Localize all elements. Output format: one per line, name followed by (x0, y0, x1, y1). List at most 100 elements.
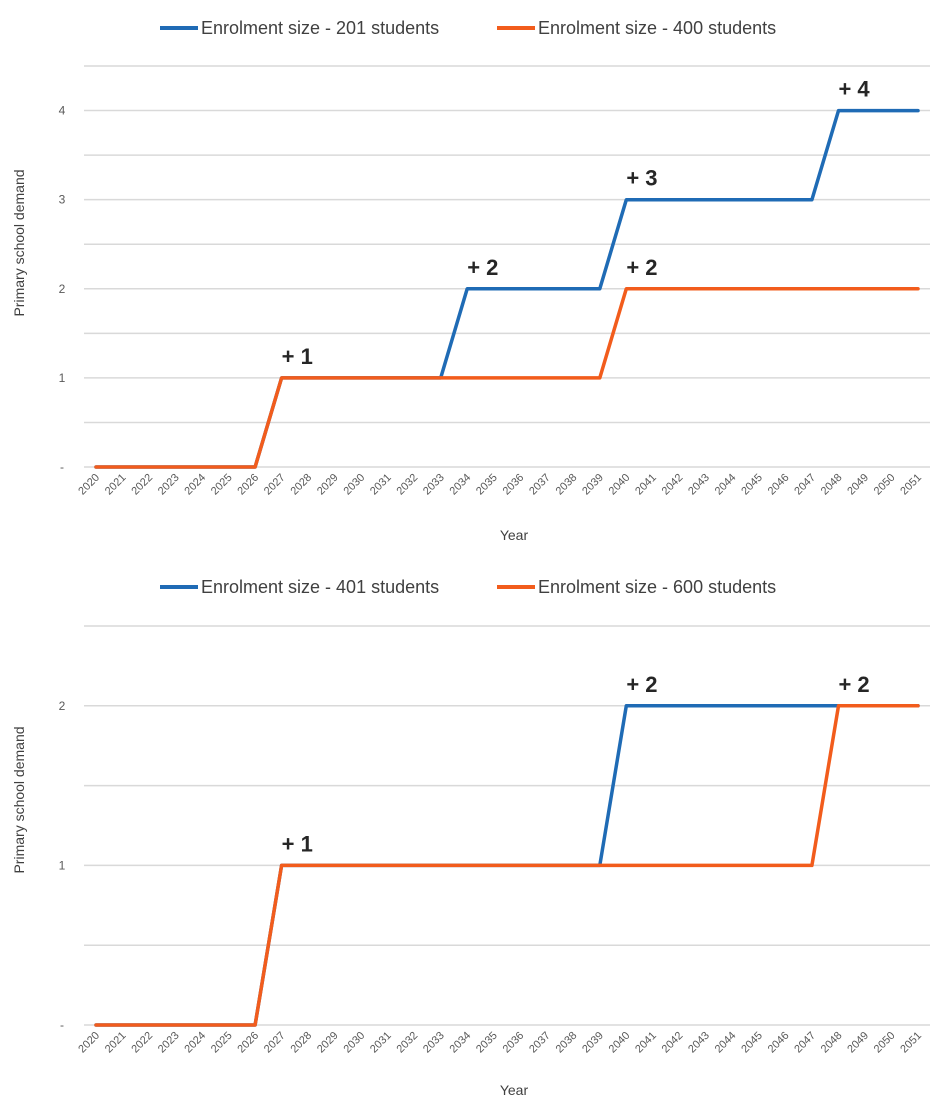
x-tick-label: 2042 (660, 472, 686, 498)
x-tick-label: 2035 (474, 472, 500, 498)
y-axis-title: Primary school demand (11, 726, 27, 873)
x-tick-label: 2034 (448, 1030, 474, 1056)
x-tick-label: 2031 (368, 1030, 394, 1056)
y-axis-ticks: - 1 2 (59, 699, 66, 1032)
x-axis-title: Year (500, 527, 529, 543)
x-tick-label: 2038 (554, 472, 580, 498)
x-tick-label: 2044 (713, 472, 739, 498)
x-tick-label: 2048 (819, 472, 845, 498)
legend: Enrolment size - 401 students Enrolment s… (160, 577, 776, 597)
y-tick-label: 3 (59, 193, 66, 207)
x-tick-label: 2037 (527, 472, 553, 498)
x-tick-label: 2030 (341, 1030, 367, 1056)
legend: Enrolment size - 201 students Enrolment s… (160, 18, 776, 38)
x-tick-label: 2041 (633, 472, 659, 498)
x-tick-label: 2050 (872, 1030, 898, 1056)
x-tick-label: 2032 (395, 472, 421, 498)
x-tick-label: 2051 (898, 1030, 924, 1056)
x-tick-label: 2033 (421, 1030, 447, 1056)
x-tick-label: 2021 (103, 1030, 129, 1056)
x-tick-label: 2036 (501, 472, 527, 498)
x-tick-label: 2030 (341, 472, 367, 498)
x-tick-label: 2039 (580, 472, 606, 498)
x-tick-label: 2029 (315, 472, 341, 498)
annotation-label: + 4 (838, 77, 870, 102)
y-tick-label: - (60, 460, 64, 474)
y-tick-label: 1 (59, 858, 66, 872)
annotation-label: + 1 (282, 831, 313, 856)
y-axis-ticks: - 1 2 3 4 (59, 104, 66, 474)
legend-label: Enrolment size - 400 students (538, 18, 776, 38)
x-tick-label: 2041 (633, 1030, 659, 1056)
x-tick-label: 2046 (766, 1030, 792, 1056)
x-tick-label: 2024 (182, 472, 208, 498)
x-tick-label: 2038 (554, 1030, 580, 1056)
annotation-label: + 2 (838, 672, 869, 697)
x-tick-label: 2040 (607, 472, 633, 498)
x-tick-label: 2032 (395, 1030, 421, 1056)
series-line-2 (94, 704, 920, 1027)
gridlines (84, 625, 930, 1026)
annotation-label: + 2 (626, 255, 657, 280)
y-tick-label: 1 (59, 371, 66, 385)
x-tick-label: 2021 (103, 472, 129, 498)
x-axis-title: Year (500, 1082, 529, 1098)
x-tick-label: 2020 (76, 1030, 102, 1056)
x-tick-label: 2046 (766, 472, 792, 498)
x-axis-ticks: 2020 2021 2022 2023 2024 2025 2026 2027 2028 2029… (76, 1030, 924, 1056)
y-tick-label: 4 (59, 104, 66, 118)
x-tick-label: 2026 (235, 1030, 261, 1056)
x-tick-label: 2047 (792, 1030, 818, 1056)
x-tick-label: 2022 (129, 1030, 155, 1056)
gridlines (84, 65, 930, 468)
x-tick-label: 2031 (368, 472, 394, 498)
y-tick-label: - (60, 1018, 64, 1032)
x-tick-label: 2047 (792, 472, 818, 498)
x-tick-label: 2049 (845, 1030, 871, 1056)
x-tick-label: 2043 (686, 1030, 712, 1056)
x-tick-label: 2020 (76, 472, 102, 498)
x-tick-label: 2027 (262, 1030, 288, 1056)
x-tick-label: 2051 (898, 472, 924, 498)
x-axis-ticks: 2020 2021 2022 2023 2024 2025 2026 2027 2028 2029… (76, 472, 924, 498)
x-tick-label: 2048 (819, 1030, 845, 1056)
x-tick-label: 2039 (580, 1030, 606, 1056)
x-tick-label: 2025 (209, 472, 235, 498)
legend-label: Enrolment size - 401 students (201, 577, 439, 597)
legend-label: Enrolment size - 600 students (538, 577, 776, 597)
x-tick-label: 2025 (209, 1030, 235, 1056)
legend-label: Enrolment size - 201 students (201, 18, 439, 38)
x-tick-label: 2028 (288, 1030, 314, 1056)
x-tick-label: 2023 (156, 472, 182, 498)
annotations: + 1 + 2 + 2 (282, 672, 870, 857)
x-tick-label: 2022 (129, 472, 155, 498)
x-tick-label: 2026 (235, 472, 261, 498)
x-tick-label: 2040 (607, 1030, 633, 1056)
annotation-label: + 2 (626, 672, 657, 697)
x-tick-label: 2037 (527, 1030, 553, 1056)
x-tick-label: 2024 (182, 1030, 208, 1056)
x-tick-label: 2033 (421, 472, 447, 498)
y-tick-label: 2 (59, 699, 66, 713)
x-tick-label: 2042 (660, 1030, 686, 1056)
x-tick-label: 2044 (713, 1030, 739, 1056)
y-tick-label: 2 (59, 282, 66, 296)
y-axis-title: Primary school demand (11, 169, 27, 316)
x-tick-label: 2027 (262, 472, 288, 498)
annotations: + 1 + 2 + 3 + 2 + 4 (282, 77, 871, 369)
x-tick-label: 2029 (315, 1030, 341, 1056)
annotation-label: + 2 (467, 255, 498, 280)
x-tick-label: 2034 (448, 472, 474, 498)
x-tick-label: 2043 (686, 472, 712, 498)
annotation-label: + 1 (282, 344, 313, 369)
x-tick-label: 2049 (845, 472, 871, 498)
x-tick-label: 2045 (739, 1030, 765, 1056)
x-tick-label: 2035 (474, 1030, 500, 1056)
x-tick-label: 2023 (156, 1030, 182, 1056)
x-tick-label: 2045 (739, 472, 765, 498)
x-tick-label: 2036 (501, 1030, 527, 1056)
annotation-label: + 3 (626, 166, 657, 191)
x-tick-label: 2028 (288, 472, 314, 498)
